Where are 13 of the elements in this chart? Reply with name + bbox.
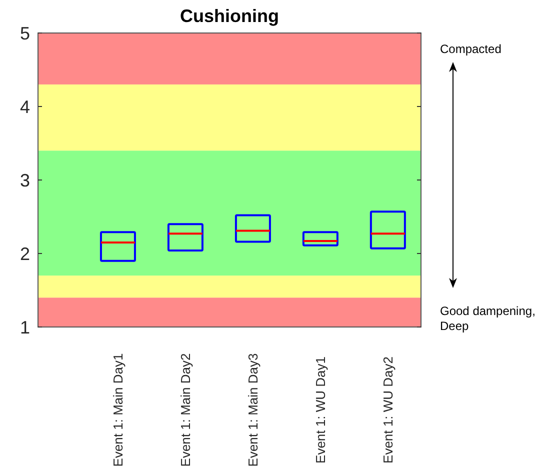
y-tick-label: 1 xyxy=(20,317,30,338)
x-tick-label: Event 1: WU Day1 xyxy=(312,356,328,464)
y-tick-label: 5 xyxy=(20,23,30,44)
text: Good dampening, Deep xyxy=(440,304,536,333)
y-tick-label: 2 xyxy=(20,244,30,264)
x-tick-label: Event 1: Main Day1 xyxy=(110,353,126,467)
x-tick-label: Event 1: Main Day3 xyxy=(246,353,260,467)
text: Compacted xyxy=(440,42,502,56)
x-tick-label: Event 1: Main Day2 xyxy=(178,353,194,467)
y-tick-label: 4 xyxy=(20,96,30,117)
y-tick-label: 3 xyxy=(20,170,30,190)
chart-title: Cushioning xyxy=(180,6,279,26)
x-tick-label: Event 1: WU Day2 xyxy=(380,356,396,464)
